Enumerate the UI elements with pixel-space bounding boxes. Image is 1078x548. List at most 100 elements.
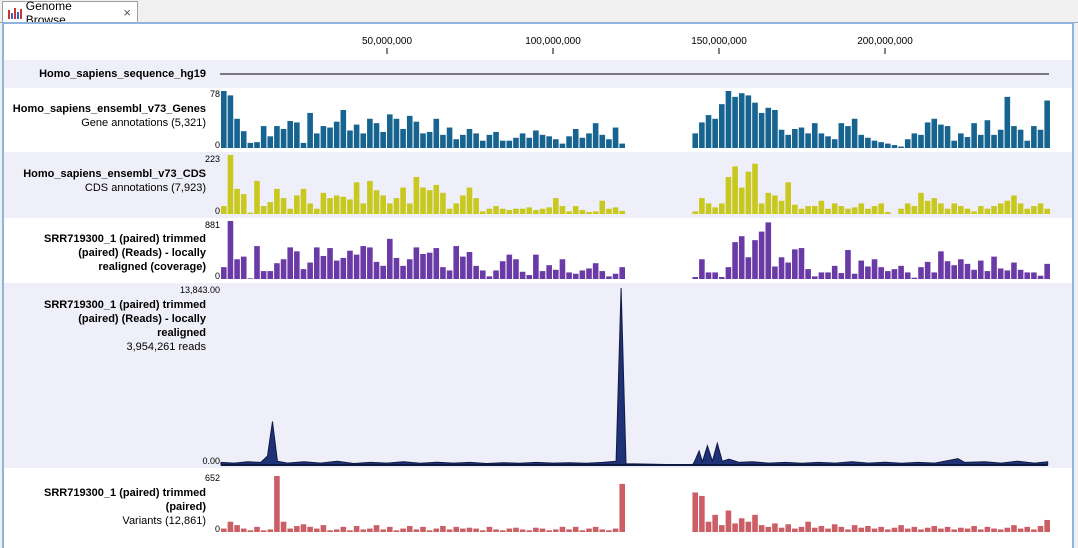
histogram-bar (300, 524, 307, 532)
histogram-bar (911, 526, 918, 532)
histogram-bar (473, 133, 479, 148)
histogram-bar (944, 526, 951, 532)
histogram-bar (592, 263, 599, 279)
histogram-bar (705, 115, 712, 148)
histogram-bar (898, 525, 904, 532)
histogram-bar (924, 200, 931, 214)
histogram-bar (499, 261, 506, 279)
histogram-bar (367, 528, 373, 532)
track-coverage[interactable]: 881 SRR719300_1 (paired) trimmed (paired)… (4, 218, 1072, 283)
histogram-bar (466, 129, 473, 148)
histogram-bar (433, 528, 440, 532)
histogram-bar (592, 526, 599, 532)
histogram-bar (539, 208, 546, 214)
histogram-bar (460, 195, 466, 214)
track-min: 0 (214, 271, 220, 281)
histogram-bar (420, 187, 426, 214)
histogram-bar (904, 203, 911, 214)
histogram-bar (300, 188, 307, 214)
histogram-bar (938, 528, 944, 532)
histogram-bar (692, 133, 699, 148)
histogram-bar (858, 260, 865, 279)
histogram-bar (446, 208, 453, 214)
histogram-bar (858, 134, 865, 148)
histogram-bar (313, 133, 320, 148)
histogram-bar (533, 527, 539, 532)
histogram-bar (838, 123, 845, 148)
histogram-bar (453, 526, 459, 532)
histogram-bar (440, 267, 446, 279)
histogram-bar (294, 122, 300, 148)
histogram-bar (918, 529, 924, 532)
histogram-bar (865, 208, 871, 214)
histogram-bar (984, 208, 991, 214)
histogram-bar (413, 121, 420, 148)
histogram-bar (811, 276, 818, 279)
histogram-bar (904, 528, 911, 532)
histogram-bar (340, 526, 347, 532)
track-genes[interactable]: 78 Homo_sapiens_ensembl_v73_Genes Gene an… (4, 88, 1072, 152)
histogram-bar (446, 270, 453, 279)
histogram-bar (1011, 195, 1017, 214)
histogram-bar (825, 208, 831, 214)
histogram-bar (340, 196, 347, 214)
histogram-bar (333, 121, 340, 148)
histogram-bar (506, 210, 513, 214)
histogram-bar (327, 198, 333, 214)
histogram-bar (712, 118, 718, 148)
histogram-bar (805, 206, 811, 214)
histogram-bar (367, 180, 373, 214)
close-icon[interactable]: × (123, 5, 131, 20)
histogram-bar (831, 139, 838, 148)
histogram-bar (845, 529, 851, 532)
histogram-bar (486, 134, 493, 148)
histogram-bar (725, 91, 732, 148)
histogram-bar (280, 259, 287, 279)
histogram-bar (772, 110, 778, 148)
histogram-bar (851, 207, 858, 214)
histogram-bar (878, 142, 884, 148)
track-min: 0 (214, 206, 220, 216)
histogram-bar (221, 267, 227, 279)
histogram-bar (320, 525, 327, 532)
tab-genome-browser[interactable]: Genome Browse... × (2, 0, 138, 27)
histogram-bar (944, 208, 951, 214)
histogram-bar (559, 206, 566, 214)
histogram-bar (606, 276, 612, 279)
histogram-bar (1044, 263, 1050, 279)
histogram-bar (360, 133, 367, 148)
histogram-bar (599, 134, 606, 148)
histogram-bar (991, 134, 997, 148)
histogram-bar (320, 255, 327, 279)
track-cds[interactable]: 223 Homo_sapiens_ensembl_v73_CDS CDS anno… (4, 152, 1072, 218)
histogram-bar (871, 259, 878, 279)
histogram-bar (944, 126, 951, 148)
histogram-bar (924, 527, 931, 532)
track-reads[interactable]: 13,843.00 SRR719300_1 (paired) trimmed (p… (4, 283, 1072, 468)
histogram-bar (307, 112, 313, 148)
track-name-line: realigned (coverage) (98, 261, 206, 273)
histogram-bar (513, 208, 519, 214)
histogram-bar (772, 195, 778, 214)
histogram-bar (792, 528, 798, 532)
histogram-bar (1031, 272, 1037, 279)
reads-coverage-area (220, 287, 1049, 466)
histogram-bar (347, 130, 353, 148)
histogram-bar (533, 130, 539, 148)
histogram-bar (553, 198, 559, 214)
histogram-bar (705, 203, 712, 214)
histogram-bar (254, 180, 260, 214)
histogram-bar (373, 525, 380, 532)
histogram-bar (406, 203, 413, 214)
histogram-bar (918, 134, 924, 148)
histogram-bar (1037, 129, 1044, 148)
histogram-bar (546, 136, 552, 148)
histogram-bar (1011, 525, 1017, 532)
histogram-bar (486, 276, 493, 279)
histogram-bar (732, 242, 738, 279)
histogram-bar (260, 206, 267, 214)
track-sequence[interactable]: Homo_sapiens_sequence_hg19 (4, 60, 1072, 88)
track-variants[interactable]: 652 SRR719300_1 (paired) trimmed (paired)… (4, 468, 1072, 536)
histogram-bar (619, 143, 625, 148)
histogram-bar (924, 122, 931, 148)
